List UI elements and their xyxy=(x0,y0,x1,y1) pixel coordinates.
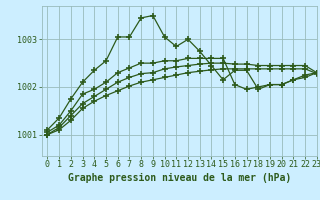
X-axis label: Graphe pression niveau de la mer (hPa): Graphe pression niveau de la mer (hPa) xyxy=(68,173,291,183)
